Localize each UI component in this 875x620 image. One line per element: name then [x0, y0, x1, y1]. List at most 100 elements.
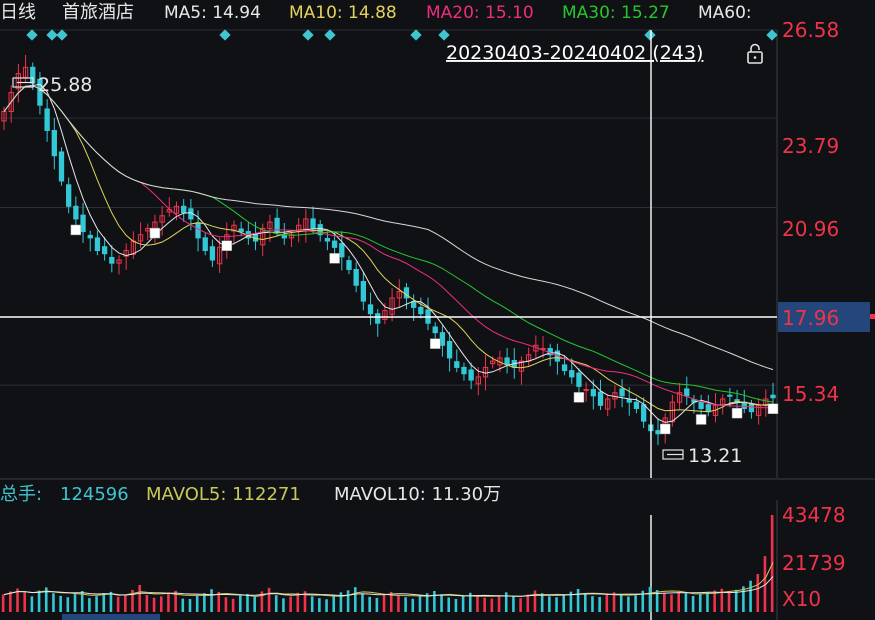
volume-bar: [734, 589, 738, 612]
volume-title: 总手:: [0, 484, 42, 505]
volume-bar: [677, 591, 681, 612]
diamond-marker-icon[interactable]: [219, 29, 231, 41]
volume-bar: [9, 591, 12, 612]
low-value: 13.21: [688, 445, 742, 467]
crosshair-price: 17.96: [782, 306, 839, 330]
event-markers[interactable]: [26, 29, 778, 41]
date-range-label[interactable]: 20230403-20240402 (243): [446, 42, 703, 64]
volume-bar: [605, 594, 609, 612]
diamond-marker-icon[interactable]: [438, 29, 450, 41]
volume-bar: [727, 591, 731, 612]
volume-bar: [174, 590, 177, 612]
volume-bar: [375, 597, 379, 612]
diamond-marker-icon[interactable]: [410, 29, 422, 41]
diamond-marker-icon[interactable]: [56, 29, 68, 41]
volume-axis: 43478 21739 X10: [782, 503, 846, 611]
signal-badge: [695, 414, 707, 425]
volume-bar: [88, 598, 91, 612]
volume-bar: [188, 599, 192, 612]
candle: [475, 367, 481, 396]
volume-bar: [591, 596, 594, 612]
diamond-marker-icon[interactable]: [766, 29, 778, 41]
scroll-thumb[interactable]: [62, 614, 160, 620]
candle: [655, 418, 661, 446]
candle: [446, 331, 453, 372]
volume-ma-lines: [3, 562, 774, 598]
diamond-marker-icon[interactable]: [46, 29, 58, 41]
signal-badge: [70, 224, 82, 236]
volume-bar: [583, 593, 587, 612]
volume-bar: [152, 597, 156, 612]
candle: [130, 231, 137, 260]
volume-bar: [267, 587, 271, 612]
lock-icon[interactable]: [747, 43, 763, 64]
candle: [1, 106, 7, 131]
candle: [51, 118, 57, 170]
volume-bar: [742, 586, 745, 612]
candle: [590, 379, 596, 410]
candle: [720, 394, 726, 415]
candle: [741, 389, 747, 414]
volume-bar: [346, 590, 350, 612]
candle: [504, 348, 510, 374]
crosshair-price-box: [778, 302, 870, 332]
candle: [66, 177, 72, 214]
volume-bar: [548, 596, 551, 612]
volume-bar: [404, 597, 407, 612]
volume-bar: [109, 591, 113, 612]
diamond-marker-icon[interactable]: [26, 29, 38, 41]
signal-badge: [767, 403, 779, 415]
candle: [123, 243, 129, 270]
signal-badge: [573, 392, 585, 403]
candle: [518, 356, 525, 385]
mavol10-line: [3, 576, 774, 597]
ma5-label: MA5: 14.94: [164, 3, 261, 23]
candle: [763, 389, 769, 417]
volume-bar: [684, 593, 688, 612]
candle: [525, 347, 532, 366]
price-tick: 23.79: [782, 134, 839, 158]
volume-bar: [332, 595, 336, 612]
volume-bar: [210, 589, 213, 612]
volume-bar: [504, 592, 508, 612]
volume-bar: [634, 595, 637, 612]
candle: [684, 376, 690, 406]
volume-bar: [476, 595, 479, 612]
price-tick: 20.96: [782, 217, 839, 241]
volume-bar: [145, 595, 149, 612]
candle: [425, 297, 431, 331]
volume-bar: [124, 595, 127, 612]
candle: [454, 349, 460, 373]
crosshair[interactable]: 17.96: [0, 30, 875, 620]
diamond-marker-icon[interactable]: [644, 29, 656, 41]
volume-bar: [260, 591, 264, 612]
price-tick: 15.34: [782, 382, 839, 406]
volume-bar: [368, 596, 371, 612]
volume-bar: [44, 587, 48, 612]
volume-bar: [217, 591, 221, 612]
diamond-marker-icon[interactable]: [324, 29, 336, 41]
ma20-line: [3, 85, 774, 409]
ma30-line: [3, 85, 774, 403]
candle: [231, 220, 237, 245]
ma60-label: MA60:: [698, 3, 752, 23]
candle: [360, 271, 367, 311]
volume-bar: [648, 586, 652, 612]
candle: [597, 379, 604, 411]
candle: [238, 221, 244, 237]
candle: [389, 288, 395, 322]
volume-bar: [354, 587, 357, 612]
price-tick: 26.58: [782, 18, 839, 42]
candle: [554, 343, 561, 375]
volume-bar: [713, 590, 716, 612]
volume-bar: [526, 594, 530, 612]
volume-bar: [706, 592, 709, 612]
ma60-line: [3, 85, 774, 371]
diamond-marker-icon[interactable]: [302, 29, 314, 41]
candle: [94, 230, 101, 256]
candle: [58, 147, 65, 186]
signal-badge: [429, 338, 441, 349]
candle: [44, 99, 50, 142]
period-label[interactable]: 日线: [0, 2, 36, 23]
